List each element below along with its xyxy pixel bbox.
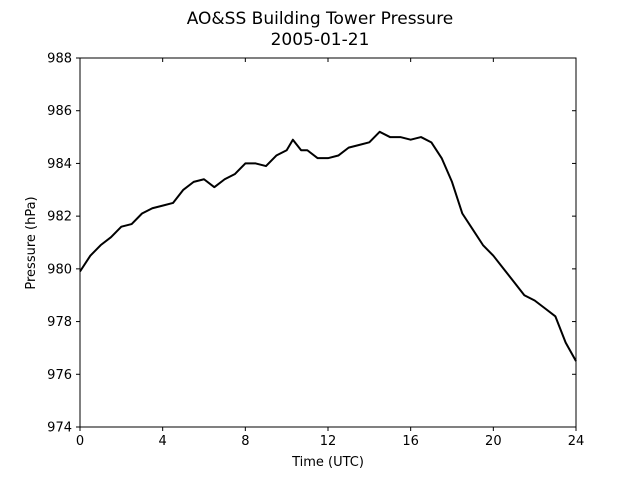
x-tick-label: 4 bbox=[159, 434, 167, 449]
chart-subtitle: 2005-01-21 bbox=[271, 30, 370, 50]
x-tick-label: 12 bbox=[320, 434, 337, 449]
y-tick-label: 980 bbox=[47, 262, 72, 277]
x-axis-label: Time (UTC) bbox=[291, 455, 364, 470]
x-tick-label: 20 bbox=[485, 434, 502, 449]
y-tick-label: 978 bbox=[47, 315, 72, 330]
x-tick-label: 0 bbox=[76, 434, 84, 449]
y-tick-label: 986 bbox=[47, 104, 72, 119]
y-tick-label: 984 bbox=[47, 157, 72, 172]
x-tick-label: 16 bbox=[402, 434, 419, 449]
data-line bbox=[79, 130, 577, 362]
y-tick-label: 988 bbox=[47, 52, 72, 67]
x-tick-label: 8 bbox=[241, 434, 249, 449]
y-tick-label: 976 bbox=[47, 368, 72, 383]
y-axis-label: Pressure (hPa) bbox=[24, 196, 39, 289]
chart-title: AO&SS Building Tower Pressure bbox=[187, 9, 454, 29]
y-tick-label: 974 bbox=[47, 421, 72, 436]
y-tick-label: 982 bbox=[47, 210, 72, 225]
plot-frame bbox=[79, 57, 577, 428]
x-tick-label: 24 bbox=[568, 434, 585, 449]
